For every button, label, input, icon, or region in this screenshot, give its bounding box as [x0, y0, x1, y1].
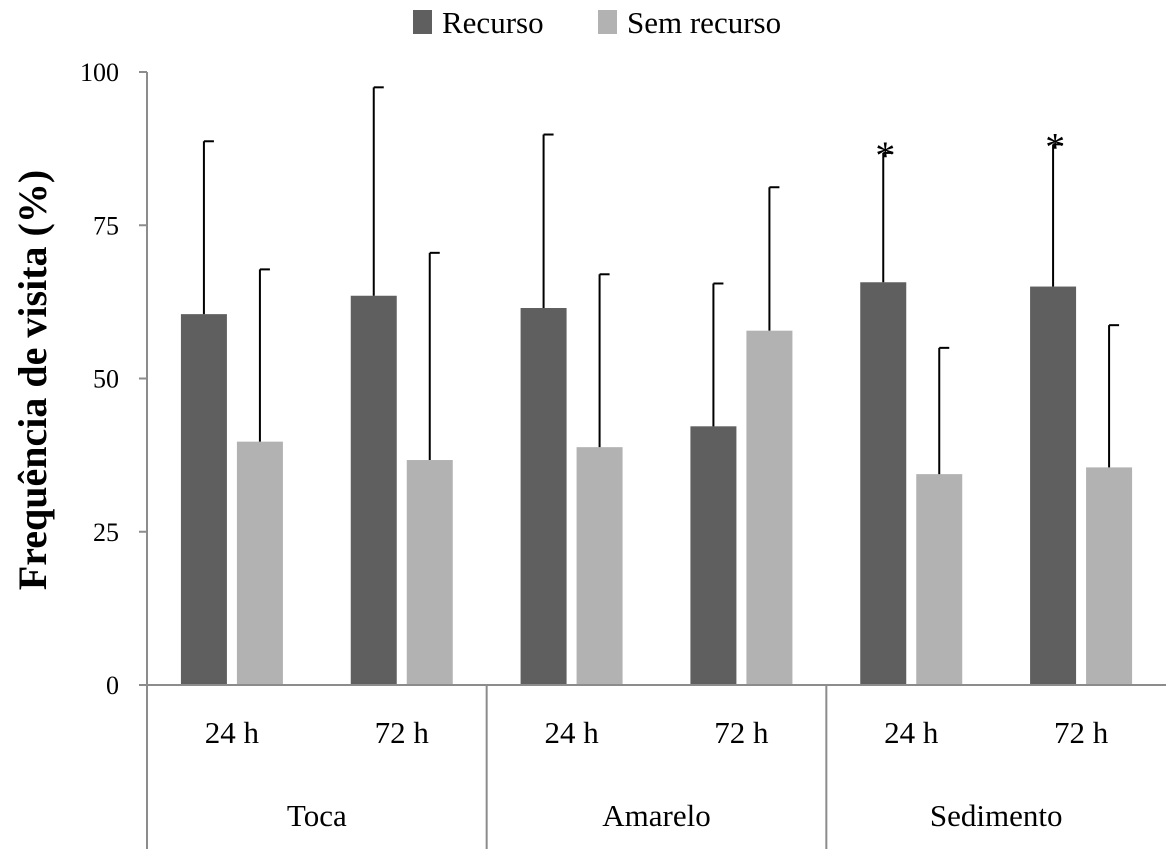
significance-marker: * — [875, 133, 895, 178]
bar-sem-recurso — [916, 474, 963, 685]
significance-marker: * — [1045, 124, 1065, 169]
group-label: Sedimento — [930, 798, 1063, 833]
y-axis-label: Frequência de visita (%) — [10, 170, 55, 590]
y-tick-label: 50 — [93, 365, 119, 394]
legend-label-recurso: Recurso — [442, 5, 544, 40]
bar-recurso — [1030, 286, 1077, 685]
bar-recurso — [690, 426, 737, 685]
bar-sem-recurso — [1086, 467, 1133, 685]
bars — [180, 282, 1133, 685]
bar-recurso — [860, 282, 907, 685]
bar-sem-recurso — [746, 330, 793, 685]
legend: Recurso Sem recurso — [413, 5, 781, 40]
legend-swatch-sem-recurso — [598, 10, 617, 34]
bar-sem-recurso — [406, 460, 453, 685]
error-bars — [202, 86, 1120, 475]
bar-recurso — [180, 314, 227, 685]
bar-sem-recurso — [236, 441, 283, 685]
x-tick-label: 72 h — [1054, 715, 1109, 750]
y-axis: 0 25 50 75 100 — [80, 58, 148, 700]
bar-sem-recurso — [576, 447, 623, 685]
legend-swatch-recurso — [413, 10, 432, 34]
x-axis: 24 h 72 h 24 h 72 h 24 h 72 h Toca Amarelo Sedim… — [146, 684, 1166, 849]
x-tick-label: 72 h — [375, 715, 430, 750]
bar-recurso — [520, 308, 567, 685]
x-tick-label: 24 h — [544, 715, 599, 750]
x-tick-label: 24 h — [205, 715, 260, 750]
x-tick-label: 72 h — [714, 715, 769, 750]
group-label: Amarelo — [602, 798, 710, 833]
group-label: Toca — [287, 798, 347, 833]
y-tick-label: 100 — [80, 58, 119, 87]
y-tick-label: 75 — [93, 211, 119, 240]
x-tick-label: 24 h — [884, 715, 939, 750]
y-tick-label: 0 — [106, 671, 119, 700]
bar-recurso — [350, 295, 397, 685]
annotations: * * — [875, 124, 1065, 178]
y-tick-label: 25 — [93, 518, 119, 547]
legend-label-sem-recurso: Sem recurso — [627, 5, 781, 40]
